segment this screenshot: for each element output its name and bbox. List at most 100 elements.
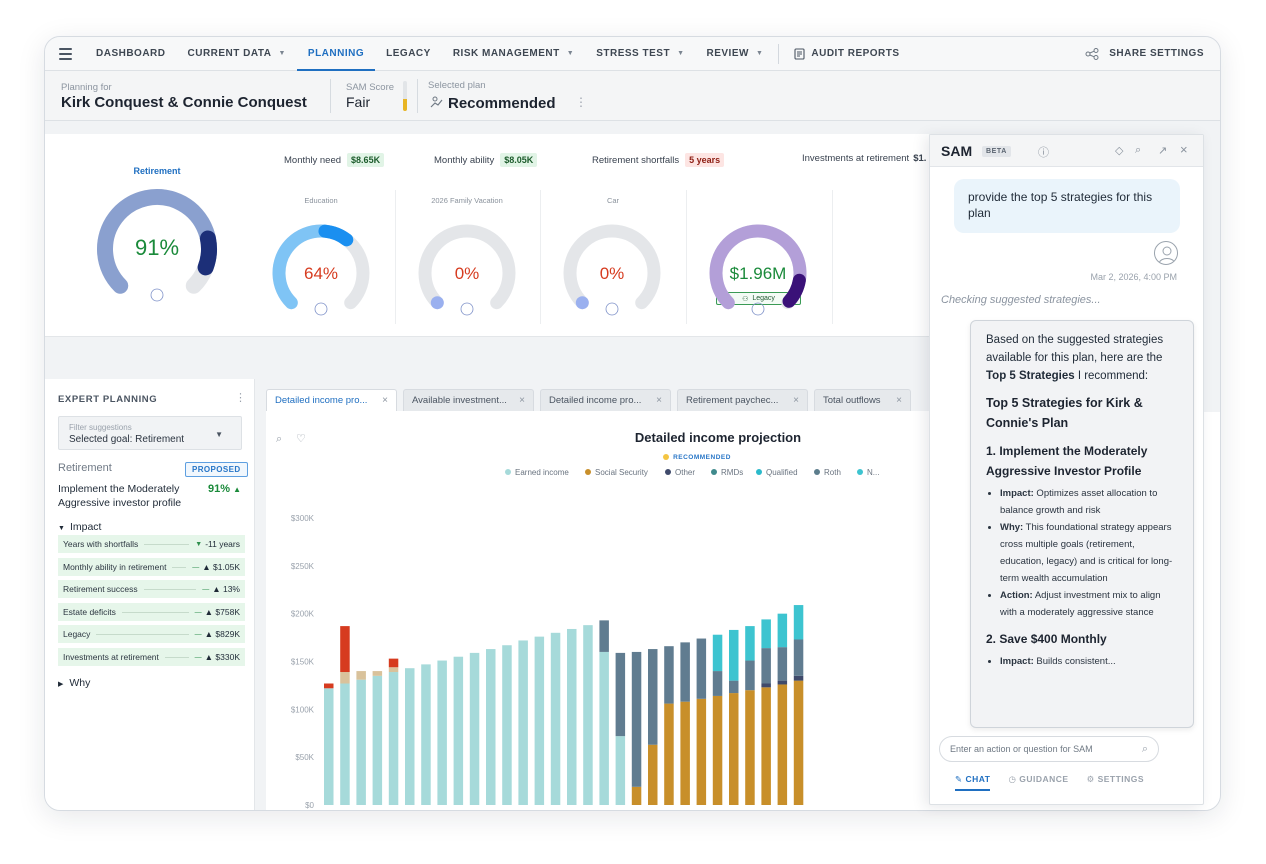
bar-segment — [631, 651, 642, 787]
bar-segment — [729, 680, 739, 694]
filter-suggestions-select[interactable]: Filter suggestions Selected goal: Retire… — [58, 416, 242, 450]
tab-available-investment[interactable]: Available investment... × — [403, 389, 534, 411]
impact-direction: — — [194, 630, 202, 638]
sam-chat-input[interactable]: Enter an action or question for SAM ⌕ — [939, 736, 1159, 762]
nav-planning[interactable]: PLANNING — [296, 37, 376, 72]
legend-label: Social Security — [595, 468, 648, 477]
tab-chat[interactable]: ✎ CHAT — [955, 774, 991, 791]
gauge-track — [418, 224, 516, 310]
monthly-need: Monthly need $8.65K — [284, 153, 385, 167]
info-icon[interactable]: ⓘ — [1038, 147, 1049, 159]
nav-divider — [778, 43, 780, 64]
legacy-tag[interactable]: ⚇ Legacy — [716, 292, 801, 305]
close-icon[interactable]: × — [519, 395, 525, 406]
favorite-icon: ♡ — [296, 433, 306, 445]
more-icon[interactable]: ⋮ — [575, 95, 587, 109]
impact-value: ▲ 13% — [212, 584, 240, 594]
search-icon[interactable]: ⌕ — [1135, 144, 1142, 156]
gauge-tip — [318, 224, 354, 247]
bar-segment — [712, 634, 723, 672]
tab-detailed-income-projection[interactable]: Detailed income pro... × — [266, 389, 397, 411]
filter-placeholder: Filter suggestions — [69, 423, 132, 432]
bar-segment — [680, 642, 690, 702]
menu-icon[interactable] — [45, 37, 85, 71]
retirement-title[interactable]: Retirement — [133, 166, 181, 176]
retirement-shortfalls: Retirement shortfalls 5 years — [592, 153, 725, 167]
close-icon[interactable]: × — [382, 395, 388, 406]
list-item: Impact: Builds consistent... — [1000, 653, 1178, 670]
pin-icon[interactable]: ◇ — [1115, 145, 1124, 157]
spacer — [45, 337, 929, 379]
input-placeholder: Enter an action or question for SAM — [950, 744, 1093, 754]
bar-segment — [356, 679, 366, 805]
bar-segment — [745, 626, 755, 661]
impact-label: Monthly ability in retirement — [63, 562, 167, 572]
legend-swatch — [665, 469, 671, 475]
bar-segment — [664, 646, 674, 704]
bar-segment — [745, 690, 755, 805]
nav-current-data[interactable]: CURRENT DATA ▼ — [187, 48, 286, 59]
selected-plan-value[interactable]: Recommended — [448, 95, 556, 112]
close-icon[interactable]: × — [896, 395, 902, 406]
bar-segment — [680, 701, 690, 805]
proposed-badge: PROPOSED — [185, 462, 248, 477]
tab-total-outflows[interactable]: Total outflows × — [814, 389, 911, 411]
nav-review[interactable]: REVIEW ▼ — [706, 48, 764, 59]
nav-dashboard[interactable]: DASHBOARD — [96, 48, 166, 59]
impact-row: Retirement success — ▲ 13% — [58, 580, 245, 598]
list-item: Impact: Optimizes asset allocation to ba… — [1000, 485, 1178, 519]
zoom-icon: ⌕ — [276, 433, 282, 445]
monthly-ability-value: $8.05K — [500, 153, 538, 167]
chart-title: Detailed income projection — [635, 430, 801, 445]
close-icon[interactable]: × — [1180, 142, 1188, 157]
legend-swatch — [585, 469, 591, 475]
nav-legacy[interactable]: LEGACY — [386, 48, 431, 59]
impact-row: Monthly ability in retirement — ▲ $1.05K — [58, 558, 245, 576]
tab-settings[interactable]: ⚙ SETTINGS — [1086, 774, 1145, 784]
impact-direction: — — [202, 585, 210, 593]
nav-stress-test[interactable]: STRESS TEST ▼ — [596, 48, 685, 59]
nav-risk-management[interactable]: RISK MANAGEMENT ▼ — [452, 48, 575, 59]
impact-label: Investments at retirement — [63, 652, 159, 662]
impact-row: Years with shortfalls ▼ -11 years — [58, 535, 245, 553]
tab-detailed-income-projection-2[interactable]: Detailed income pro... × — [540, 389, 671, 411]
legend-swatch — [814, 469, 820, 475]
bar-segment — [340, 683, 350, 805]
strategy-title[interactable]: Implement the Moderately Aggressive inve… — [58, 483, 182, 509]
share-settings-button[interactable]: SHARE SETTINGS — [1085, 47, 1220, 60]
response-heading: Top 5 Strategies for Kirk & Connie's Pla… — [986, 396, 1143, 430]
strategy-2-title: 2. Save $400 Monthly — [986, 632, 1107, 646]
planning-for-label: Planning for — [61, 82, 112, 93]
bar-segment — [469, 652, 480, 805]
more-icon[interactable]: ⋮ — [235, 392, 246, 404]
bar-segment — [761, 619, 771, 649]
chart-area: Detailed income pro... × Available invest… — [256, 379, 929, 810]
tab-guidance[interactable]: ◷ GUIDANCE — [1008, 774, 1069, 784]
expand-icon[interactable]: ↗ — [1158, 145, 1168, 157]
legend-label: Roth — [824, 468, 841, 477]
bar-segment — [421, 664, 431, 805]
nav-audit-reports[interactable]: AUDIT REPORTS — [783, 37, 910, 71]
bar-segment — [793, 605, 804, 640]
leader-line — [164, 656, 189, 658]
close-icon[interactable]: × — [656, 395, 662, 406]
bar-segment — [793, 639, 804, 676]
bar-segment — [761, 648, 771, 684]
impact-toggle[interactable]: ▼ Impact — [58, 521, 102, 533]
impact-direction: — — [192, 563, 200, 571]
why-toggle[interactable]: ▶ Why — [58, 677, 91, 689]
search-icon[interactable]: ⌕ — [1141, 742, 1148, 755]
bar-segment — [777, 613, 788, 648]
plan-icon — [430, 96, 443, 108]
sam-title: SAM — [941, 143, 973, 159]
leader-line — [172, 566, 187, 568]
gauge-divider — [686, 190, 687, 324]
bar-segment — [615, 652, 626, 737]
document-icon — [794, 47, 805, 60]
header-divider — [417, 79, 418, 113]
tab-retirement-paycheck[interactable]: Retirement paychec... × — [677, 389, 808, 411]
close-icon[interactable]: × — [793, 395, 799, 406]
y-tick-label: $100K — [291, 705, 315, 714]
impact-row: Investments at retirement — ▲ $330K — [58, 648, 245, 666]
strategy-1-details: Impact: Optimizes asset allocation to ba… — [1000, 485, 1178, 621]
